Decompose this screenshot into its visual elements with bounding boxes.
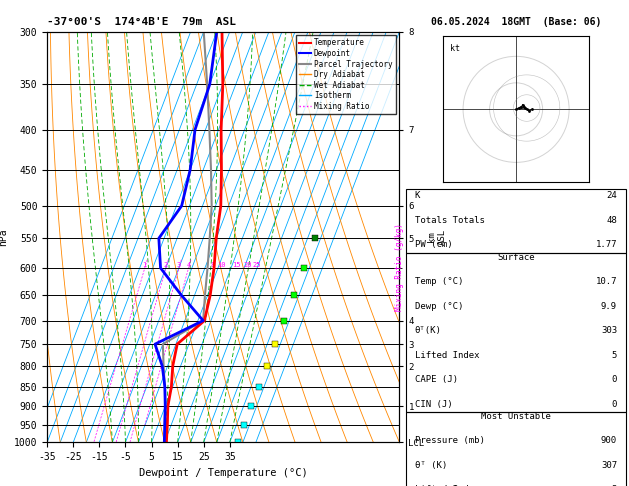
- Text: Pressure (mb): Pressure (mb): [415, 436, 484, 445]
- Text: 3: 3: [177, 262, 181, 268]
- Text: 20: 20: [243, 262, 252, 268]
- Text: Most Unstable: Most Unstable: [481, 412, 551, 421]
- Legend: Temperature, Dewpoint, Parcel Trajectory, Dry Adiabat, Wet Adiabat, Isotherm, Mi: Temperature, Dewpoint, Parcel Trajectory…: [296, 35, 396, 114]
- Text: K: K: [415, 191, 420, 200]
- Text: Mixing Ratio (g/kg): Mixing Ratio (g/kg): [395, 224, 404, 311]
- Text: 0: 0: [611, 399, 617, 409]
- Text: -37°00'S  174°4B'E  79m  ASL: -37°00'S 174°4B'E 79m ASL: [47, 17, 236, 27]
- Text: 4: 4: [186, 262, 191, 268]
- Text: 5: 5: [611, 350, 617, 360]
- Text: 25: 25: [252, 262, 261, 268]
- Text: CIN (J): CIN (J): [415, 399, 452, 409]
- Text: 9.9: 9.9: [601, 301, 617, 311]
- Text: Totals Totals: Totals Totals: [415, 216, 484, 225]
- Text: 8: 8: [211, 262, 215, 268]
- Text: 48: 48: [606, 216, 617, 225]
- Text: θᵀ(K): θᵀ(K): [415, 326, 442, 335]
- Text: 2: 2: [164, 262, 168, 268]
- Text: CAPE (J): CAPE (J): [415, 375, 457, 384]
- Text: 15: 15: [232, 262, 241, 268]
- Text: kt: kt: [450, 44, 460, 53]
- Text: 307: 307: [601, 461, 617, 470]
- Text: Lifted Index: Lifted Index: [415, 350, 479, 360]
- Text: PW (cm): PW (cm): [415, 240, 452, 249]
- X-axis label: Dewpoint / Temperature (°C): Dewpoint / Temperature (°C): [139, 468, 308, 478]
- Text: Surface: Surface: [497, 253, 535, 261]
- Text: Temp (°C): Temp (°C): [415, 277, 463, 286]
- Text: Dewp (°C): Dewp (°C): [415, 301, 463, 311]
- Text: 10: 10: [217, 262, 225, 268]
- Y-axis label: hPa: hPa: [0, 228, 8, 246]
- Text: 24: 24: [606, 191, 617, 200]
- Text: θᵀ (K): θᵀ (K): [415, 461, 447, 470]
- Text: 06.05.2024  18GMT  (Base: 06): 06.05.2024 18GMT (Base: 06): [431, 17, 601, 27]
- Text: 0: 0: [611, 375, 617, 384]
- Bar: [406, 412, 626, 486]
- Bar: [406, 189, 626, 253]
- Text: 1.77: 1.77: [596, 240, 617, 249]
- Text: 303: 303: [601, 326, 617, 335]
- Text: 10.7: 10.7: [596, 277, 617, 286]
- Text: 900: 900: [601, 436, 617, 445]
- Text: 1: 1: [143, 262, 147, 268]
- Bar: [406, 253, 626, 412]
- Y-axis label: km
ASL: km ASL: [427, 229, 447, 245]
